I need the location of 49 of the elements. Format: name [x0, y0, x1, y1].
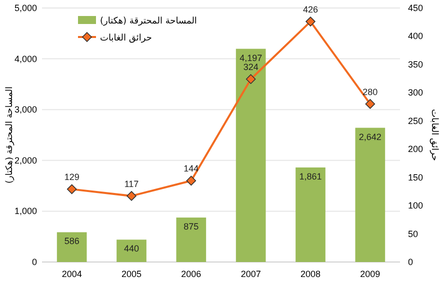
- point: [186, 176, 196, 186]
- bar: [56, 232, 87, 262]
- x-tick-label: 2009: [360, 269, 380, 279]
- point: [365, 99, 376, 109]
- y2-tick-label: 150: [408, 172, 424, 182]
- point: [126, 191, 136, 201]
- data-label: 4,197: [240, 52, 262, 63]
- x-tick-label: 2008: [300, 269, 321, 279]
- data-label: 2,642: [358, 132, 382, 142]
- y2-tick-label: 300: [408, 88, 424, 98]
- legend-label: حرائق الغابات: [100, 34, 152, 44]
- data-label: 1,861: [299, 171, 322, 182]
- bar: [236, 48, 266, 262]
- y2-tick-label: 50: [408, 228, 418, 239]
- y2-tick-label: 250: [408, 116, 424, 126]
- y-tick-label: 2,000: [14, 155, 37, 166]
- data-label: 117: [124, 178, 139, 189]
- y-tick-label: 5,000: [14, 3, 37, 13]
- x-tick-label: 2007: [240, 269, 261, 279]
- y-tick-label: 0: [32, 257, 37, 267]
- y2-tick-label: 100: [408, 200, 424, 211]
- data-label: 426: [302, 4, 318, 15]
- y-tick-label: 3,000: [14, 104, 37, 115]
- point: [306, 16, 316, 26]
- data-label: 586: [64, 236, 80, 246]
- bar: [116, 240, 146, 262]
- y2-tick-label: 400: [408, 31, 424, 42]
- bar: [355, 128, 386, 262]
- y-axis-title: المساحة المحترقة (هكتار): [5, 86, 15, 184]
- point: [246, 74, 256, 84]
- bar: [296, 167, 326, 262]
- x-tick-label: 2006: [181, 269, 202, 279]
- y2-tick-label: 200: [408, 144, 424, 154]
- x-tick-label: 2004: [62, 269, 82, 279]
- x-tick-label: 2005: [121, 269, 142, 279]
- legend-label: المساحة المحترقة (هكتار): [100, 16, 197, 26]
- y2-tick-label: 450: [408, 3, 424, 13]
- data-label: 440: [124, 244, 140, 254]
- data-label: 129: [64, 172, 80, 182]
- y2-axis-title: حرائق الغابات: [429, 109, 439, 161]
- y-tick-label: 1,000: [14, 206, 37, 216]
- data-label: 875: [184, 222, 199, 232]
- data-label: 324: [243, 62, 258, 72]
- y2-tick-label: 350: [408, 59, 424, 70]
- y-tick-label: 4,000: [14, 54, 37, 64]
- data-label: 280: [362, 86, 378, 97]
- bar: [176, 218, 206, 262]
- point: [66, 184, 77, 194]
- y2-tick-label: 0: [408, 257, 414, 267]
